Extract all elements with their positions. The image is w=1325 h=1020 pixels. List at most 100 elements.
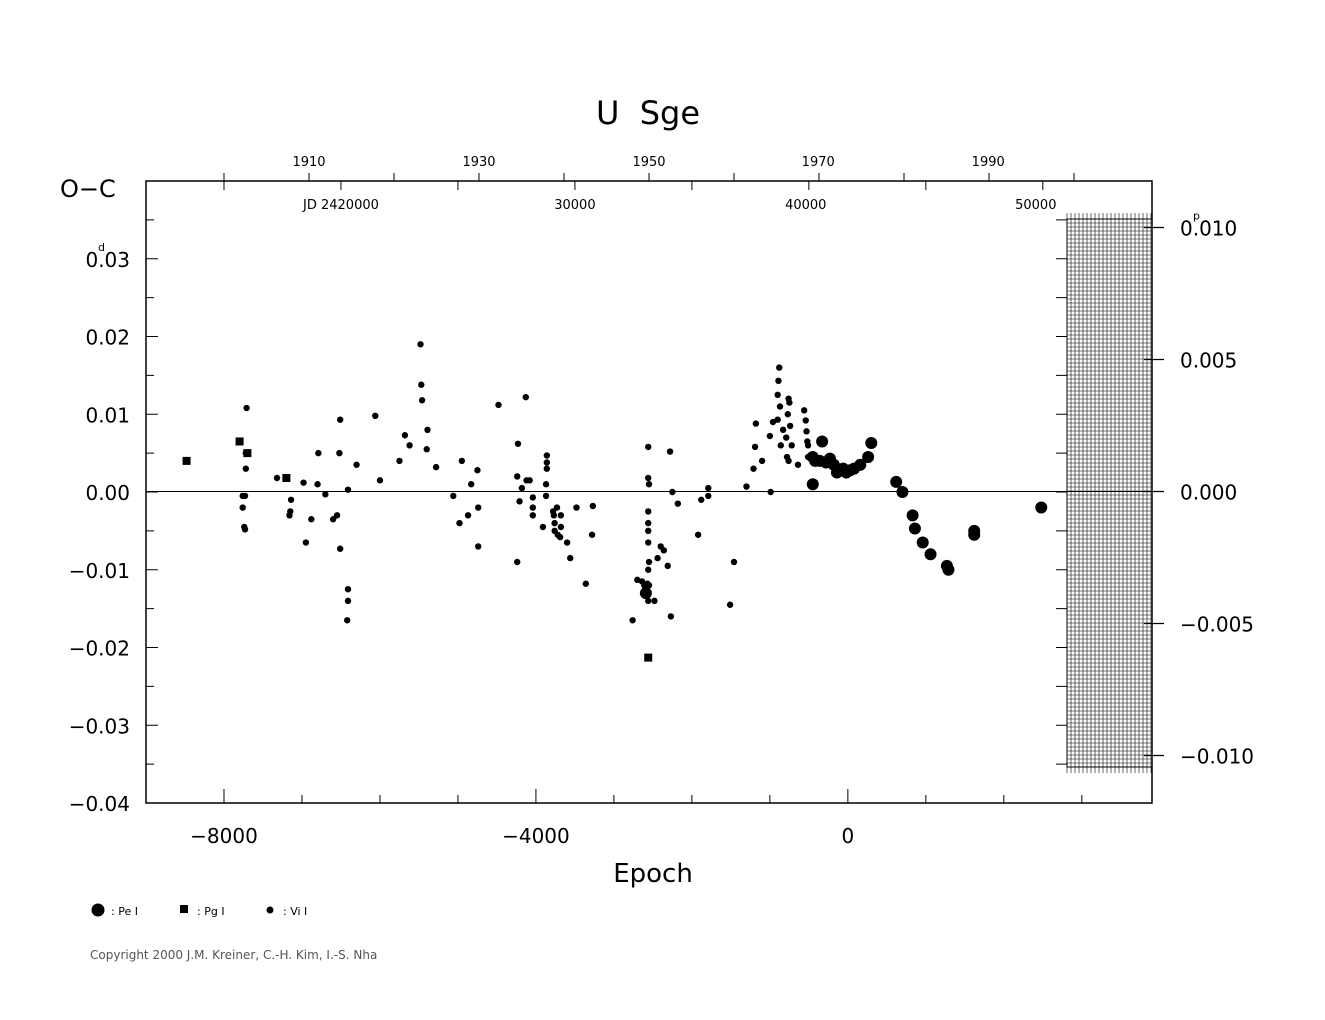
vi-point: [344, 486, 352, 493]
vi-point: [784, 411, 792, 418]
vi-point: [550, 512, 558, 519]
vi-point: [794, 461, 802, 468]
vi-point: [336, 449, 343, 457]
y-tick-label: 0.00: [85, 481, 130, 505]
vi-point: [243, 404, 250, 412]
vi-point: [645, 508, 652, 515]
year-tick-label: 1950: [632, 155, 665, 170]
vi-point: [529, 494, 537, 501]
vi-point: [475, 504, 482, 511]
pe-point: [862, 451, 875, 464]
year-tick-label: 1990: [972, 155, 1005, 170]
vi-point: [775, 377, 782, 385]
pg-point: [182, 456, 191, 465]
year-tick-labels: 1910 1930 1950 1970 1990: [292, 155, 1004, 170]
vi-point: [308, 516, 315, 523]
pg-point: [235, 437, 244, 446]
y-tick-label: −0.02: [69, 637, 130, 661]
vi-point: [401, 432, 409, 439]
vi-point: [239, 504, 246, 511]
vi-point: [767, 488, 774, 496]
vi-point: [751, 443, 759, 451]
vi-point: [730, 558, 738, 566]
data-points: [182, 341, 1048, 662]
vi-point: [674, 500, 682, 507]
y-tick-label: 0.02: [85, 326, 130, 350]
vi-point: [542, 492, 550, 500]
vi-point: [776, 403, 784, 410]
vi-point: [551, 519, 558, 527]
vi-point: [694, 531, 702, 538]
y-axis-label: O−C: [60, 175, 116, 203]
vi-point: [353, 461, 360, 468]
vi-point: [329, 516, 337, 523]
legend-label: : Pg I: [197, 905, 225, 918]
vi-point: [424, 426, 431, 433]
vi-point: [314, 481, 321, 488]
x-tick-label: −8000: [190, 824, 258, 848]
vi-point: [788, 442, 795, 449]
pe-point: [816, 435, 829, 448]
vi-point: [556, 533, 564, 541]
pe-point: [1035, 501, 1048, 514]
vi-point: [666, 448, 674, 455]
vi-point: [804, 442, 812, 449]
right-tick-label: 0.005: [1180, 349, 1237, 373]
pe-point: [639, 587, 652, 600]
right-tick-label: 0.010: [1180, 217, 1237, 241]
vi-point: [333, 512, 341, 519]
pe-point: [896, 486, 909, 498]
vi-point: [516, 498, 523, 505]
vi-point: [582, 580, 590, 587]
vi-point: [785, 457, 792, 465]
y-tick-label: −0.03: [69, 714, 130, 738]
vi-point: [776, 364, 783, 371]
pe-point: [908, 522, 921, 535]
vi-point: [750, 465, 757, 472]
vi-point: [542, 481, 550, 488]
vi-point: [418, 381, 425, 388]
vi-point: [645, 481, 653, 488]
vi-point: [529, 504, 537, 511]
vi-point: [567, 554, 574, 562]
vi-point: [529, 512, 537, 519]
vi-point: [522, 393, 529, 401]
pe-point: [906, 509, 919, 522]
legend-label: : Pe I: [111, 905, 138, 918]
jd-tick-label: 30000: [554, 198, 595, 213]
vi-point: [645, 566, 652, 573]
vi-point: [467, 481, 475, 488]
x-axis-label: Epoch: [613, 859, 693, 889]
vi-point: [518, 484, 526, 492]
jd-tick-labels: JD 2420000 30000 40000 50000: [302, 198, 1056, 213]
vi-point: [418, 397, 426, 404]
vi-point: [804, 453, 812, 461]
chart-title: U Sge: [596, 94, 700, 132]
vi-point: [651, 597, 658, 605]
x-tick-labels: −8000 −4000 0: [190, 824, 854, 848]
vi-point: [241, 526, 249, 533]
vi-point: [344, 617, 351, 624]
vi-point: [286, 512, 293, 519]
vi-point: [464, 512, 472, 519]
vi-point: [664, 562, 671, 570]
vi-point: [242, 449, 250, 457]
vi-point: [802, 417, 809, 424]
vi-point: [752, 420, 760, 427]
vi-point: [645, 597, 652, 605]
vi-point: [302, 539, 310, 546]
vi-point: [241, 492, 249, 500]
vi-point: [645, 474, 652, 482]
right-tick-label: 0.000: [1180, 481, 1237, 505]
vi-point: [557, 512, 565, 519]
vi-point: [543, 465, 551, 472]
vi-point: [450, 492, 457, 500]
legend-marker-vi: [266, 906, 274, 914]
vi-point: [495, 401, 502, 409]
right-tick-label: −0.005: [1180, 613, 1254, 637]
copyright-note: Copyright 2000 J.M. Kreiner, C.-H. Kim, …: [90, 948, 378, 962]
vi-point: [344, 585, 352, 593]
vi-point: [645, 539, 652, 546]
vi-point: [645, 443, 652, 451]
